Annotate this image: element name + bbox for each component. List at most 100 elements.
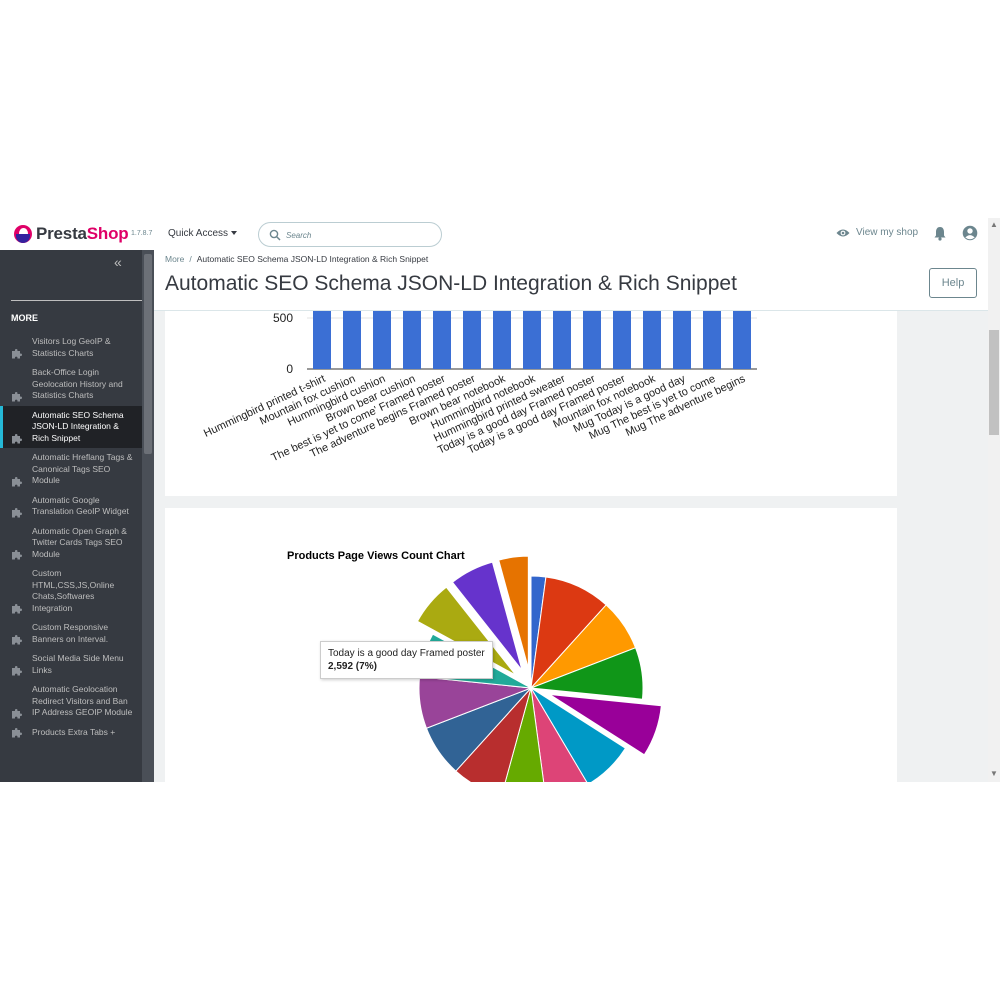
- view-my-shop-link[interactable]: View my shop: [836, 227, 918, 238]
- prestashop-logo-icon: [14, 225, 32, 243]
- main-scrollbar-thumb[interactable]: [989, 330, 999, 435]
- pie-slice[interactable]: [530, 687, 588, 782]
- pie-slice[interactable]: [501, 687, 546, 782]
- sidebar-item-label: Social Media Side Menu Links: [32, 653, 124, 675]
- top-header: PrestaShop 1.7.8.7 Quick Access View my …: [0, 218, 988, 250]
- sidebar-scrollbar[interactable]: [142, 250, 154, 782]
- bar[interactable]: [553, 311, 571, 369]
- breadcrumb-separator: /: [189, 254, 192, 264]
- sidebar-item-label: Automatic Hreflang Tags & Canonical Tags…: [32, 452, 133, 485]
- pie-slice[interactable]: [530, 647, 644, 700]
- collapse-sidebar-icon[interactable]: «: [114, 254, 122, 270]
- pie-chart-title: Products Page Views Count Chart: [287, 550, 465, 562]
- sidebar-item-label: Back-Office Login Geolocation History an…: [32, 367, 123, 400]
- sidebar-item[interactable]: Automatic Hreflang Tags & Canonical Tags…: [0, 448, 142, 491]
- sidebar-item[interactable]: Social Media Side Menu Links: [0, 649, 142, 680]
- sidebar-item-label: Automatic Geolocation Redirect Visitors …: [32, 684, 133, 717]
- scroll-down-arrow-icon[interactable]: ▼: [990, 769, 998, 778]
- eye-icon: [836, 229, 850, 236]
- search-box[interactable]: [258, 222, 442, 247]
- sidebar-item[interactable]: Automatic Open Graph & Twitter Cards Tag…: [0, 522, 142, 565]
- puzzle-piece-icon: [12, 434, 22, 444]
- bar[interactable]: [433, 311, 451, 369]
- pie-slice[interactable]: [530, 687, 627, 782]
- main-content: 0 500 Hummingbird printed t-shirt Mountain …: [154, 311, 988, 782]
- bar[interactable]: [583, 311, 601, 369]
- chart-tooltip: Today is a good day Framed poster 2,592 …: [320, 641, 493, 679]
- bar[interactable]: [733, 311, 751, 369]
- puzzle-piece-icon: [12, 666, 22, 676]
- sidebar-item[interactable]: Products Extra Tabs +: [0, 723, 142, 743]
- puzzle-piece-icon: [12, 476, 22, 486]
- puzzle-piece-icon: [12, 391, 22, 401]
- quick-access-label: Quick Access: [168, 228, 229, 239]
- sidebar-menu: Visitors Log GeoIP & Statistics Charts Ba…: [0, 332, 142, 742]
- bar[interactable]: [463, 311, 481, 369]
- sidebar-item[interactable]: Automatic SEO Schema JSON-LD Integration…: [0, 405, 142, 448]
- bar-chart-panel: 0 500 Hummingbird printed t-shirt Mountain …: [165, 311, 897, 496]
- sidebar-item-label: Custom HTML,CSS,JS,Online Chats,Software…: [32, 568, 115, 613]
- quick-access-dropdown[interactable]: Quick Access: [168, 228, 238, 239]
- breadcrumb-parent[interactable]: More: [165, 254, 185, 264]
- pie-slice[interactable]: [549, 694, 662, 756]
- search-input[interactable]: [286, 227, 436, 243]
- page-title: Automatic SEO Schema JSON-LD Integration…: [165, 272, 737, 295]
- sidebar-item-label: Automatic SEO Schema JSON-LD Integration…: [32, 409, 124, 443]
- caret-down-icon: [231, 231, 238, 236]
- sidebar-item[interactable]: Automatic Google Translation GeoIP Widge…: [0, 491, 142, 522]
- page-header: More / Automatic SEO Schema JSON-LD Integr…: [154, 250, 988, 311]
- puzzle-piece-icon: [12, 550, 22, 560]
- sidebar-item-label: Custom Responsive Banners on Interval.: [32, 622, 109, 644]
- user-icon[interactable]: [962, 225, 978, 241]
- bar[interactable]: [403, 311, 421, 369]
- sidebar-item[interactable]: Visitors Log GeoIP & Statistics Charts: [0, 332, 142, 363]
- breadcrumb: More / Automatic SEO Schema JSON-LD Integr…: [165, 254, 428, 264]
- sidebar-item[interactable]: Back-Office Login Geolocation History an…: [0, 363, 142, 406]
- sidebar-item[interactable]: Custom HTML,CSS,JS,Online Chats,Software…: [0, 564, 142, 618]
- scroll-up-arrow-icon[interactable]: ▲: [990, 220, 998, 229]
- sidebar-item[interactable]: Custom Responsive Banners on Interval.: [0, 618, 142, 649]
- sidebar-item[interactable]: Automatic Geolocation Redirect Visitors …: [0, 680, 142, 723]
- sidebar-item-label: Automatic Google Translation GeoIP Widge…: [32, 494, 129, 517]
- version-label: 1.7.8.7: [131, 230, 153, 237]
- y-tick-label: 500: [273, 311, 293, 325]
- sidebar-heading: MORE: [11, 313, 38, 323]
- bar[interactable]: [523, 311, 541, 369]
- bar[interactable]: [313, 311, 331, 369]
- bell-icon[interactable]: [933, 226, 947, 241]
- bar[interactable]: [493, 311, 511, 369]
- sidebar-divider: [11, 300, 142, 301]
- y-tick-label: 0: [286, 362, 293, 376]
- pie-slice[interactable]: [451, 561, 523, 671]
- bar[interactable]: [343, 311, 361, 369]
- sidebar-item-label: Products Extra Tabs +: [32, 726, 116, 737]
- puzzle-piece-icon: [12, 349, 22, 359]
- sidebar-item-label: Visitors Log GeoIP & Statistics Charts: [32, 336, 111, 358]
- bar[interactable]: [643, 311, 661, 369]
- tooltip-label: Today is a good day Framed poster: [328, 648, 485, 659]
- bar[interactable]: [673, 311, 691, 369]
- bar[interactable]: [613, 311, 631, 369]
- puzzle-piece-icon: [12, 507, 22, 517]
- main-scrollbar[interactable]: ▲ ▼: [988, 218, 1000, 782]
- puzzle-piece-icon: [12, 728, 22, 738]
- prestashop-logo[interactable]: PrestaShop: [14, 224, 129, 244]
- puzzle-piece-icon: [12, 708, 22, 718]
- sidebar-scrollbar-thumb[interactable]: [144, 254, 152, 454]
- view-my-shop-label: View my shop: [856, 227, 919, 238]
- sidebar-nav: « MORE Visitors Log GeoIP & Statistics C…: [0, 250, 154, 782]
- sidebar-item-label: Automatic Open Graph & Twitter Cards Tag…: [32, 525, 127, 559]
- breadcrumb-current: Automatic SEO Schema JSON-LD Integration…: [196, 254, 429, 264]
- help-button[interactable]: Help: [929, 268, 977, 298]
- pie-slice[interactable]: [498, 555, 529, 669]
- puzzle-piece-icon: [12, 635, 22, 645]
- bar[interactable]: [373, 311, 391, 369]
- prestashop-admin: PrestaShop 1.7.8.7 Quick Access View my …: [0, 218, 1000, 782]
- search-icon: [269, 229, 281, 241]
- pie-chart-panel: Products Page Views Count Chart Today is…: [165, 508, 897, 782]
- brand-name: PrestaShop: [36, 224, 129, 243]
- puzzle-piece-icon: [12, 604, 22, 614]
- bar[interactable]: [703, 311, 721, 369]
- tooltip-value: 2,592 (7%): [328, 661, 377, 672]
